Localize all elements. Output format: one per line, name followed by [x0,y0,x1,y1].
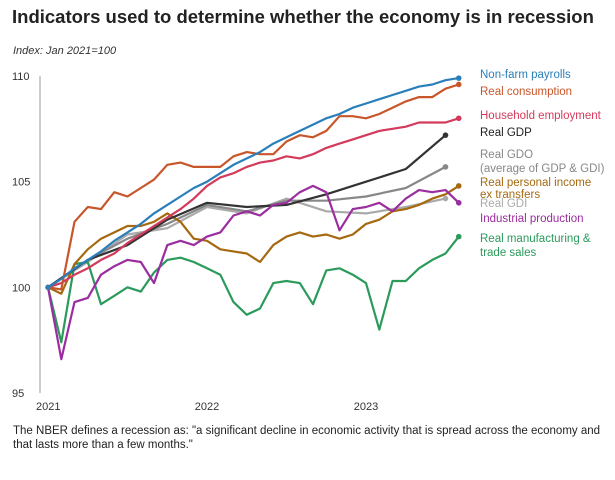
series-label: trade sales [480,247,537,259]
series-line-3 [46,134,447,289]
series-start-point [45,284,51,290]
series-label: Real manufacturing & [480,233,591,245]
series-line-8 [46,235,460,344]
series-line-7 [46,184,460,361]
series-end-point [455,200,462,206]
series-line-5 [46,184,460,295]
series-label: ex transfers [480,189,540,201]
series-end-point [455,75,462,81]
series-label: Real GDP [480,127,532,139]
series-line-6 [46,197,447,289]
y-tick-label: 100 [12,282,30,294]
series-end-point [442,164,449,170]
x-tick-label: 2022 [195,401,219,413]
series-line-0 [46,76,460,289]
series-end-point [455,233,462,240]
line-chart: 95 100 105 110 2021 2022 2023 Non-farm payroll… [12,69,605,413]
series-line-2 [46,117,460,289]
series-line-1 [46,83,460,291]
series-end-point [455,115,462,122]
series-end-point [442,132,449,138]
series-label: Household employment [480,110,602,122]
series-end-point [442,195,449,202]
series-label: Real GDO [480,149,533,161]
footnote: The NBER defines a recession as: "a sign… [13,425,601,451]
y-tick-label: 95 [12,388,24,400]
series-end-point [455,81,462,88]
chart-subtitle: Index: Jan 2021=100 [13,45,117,57]
series-label: Real personal income [480,177,591,189]
y-tick-label: 105 [12,177,30,189]
x-tick-label: 2021 [36,401,60,413]
series-label: Non-farm payrolls [480,69,571,81]
series-label: Industrial production [480,213,584,225]
y-tick-label: 110 [12,71,30,83]
series-label: Real GDI [480,198,527,210]
series-label: (average of GDP & GDI) [480,163,605,175]
x-tick-label: 2023 [354,401,378,413]
chart-title: Indicators used to determine whether the… [12,6,594,27]
series-end-point [455,183,462,189]
series-label: Real consumption [480,86,572,98]
